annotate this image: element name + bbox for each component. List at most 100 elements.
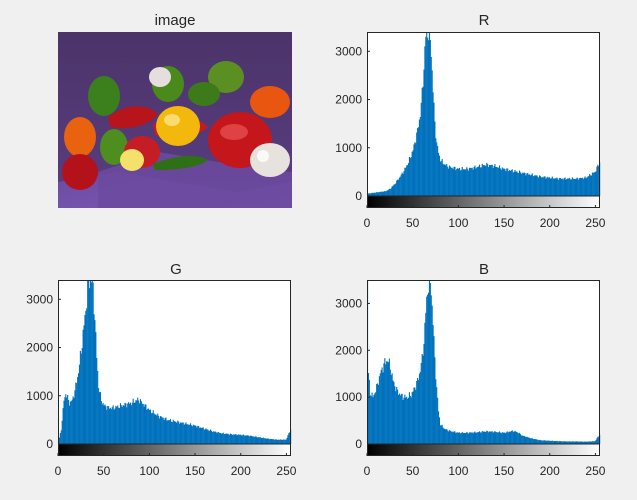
r-bar-25 bbox=[389, 189, 391, 196]
r-bar-2 bbox=[368, 193, 370, 196]
g-bar-162 bbox=[205, 428, 207, 444]
b-bar-198 bbox=[547, 440, 549, 444]
b-bar-159 bbox=[511, 430, 513, 444]
b-bar-168 bbox=[519, 434, 522, 444]
r-bar-31 bbox=[395, 183, 397, 196]
g-bar-2 bbox=[59, 433, 61, 444]
r-bar-53 bbox=[415, 143, 417, 196]
g-bar-198 bbox=[238, 434, 240, 444]
g-bar-26 bbox=[81, 347, 83, 444]
r-bar-143 bbox=[497, 167, 499, 196]
r-bar-224 bbox=[570, 179, 572, 196]
b-bar-59 bbox=[420, 362, 422, 444]
r-bar-222 bbox=[569, 177, 571, 196]
b-bar-6 bbox=[372, 397, 374, 444]
r-bar-232 bbox=[578, 179, 580, 196]
b-bar-209 bbox=[557, 441, 559, 444]
b-bar-50 bbox=[412, 391, 414, 444]
b-bar-200 bbox=[549, 440, 551, 444]
g-bar-20 bbox=[76, 383, 78, 444]
r-bar-204 bbox=[552, 178, 554, 196]
r-bar-189 bbox=[539, 175, 541, 196]
b-bar-104 bbox=[461, 431, 463, 444]
g-bar-50 bbox=[103, 405, 105, 444]
g-bar-163 bbox=[206, 429, 208, 444]
g-bar-130 bbox=[176, 422, 178, 444]
b-bar-120 bbox=[476, 432, 478, 444]
r-bar-254 bbox=[598, 166, 600, 196]
b-bar-35 bbox=[398, 393, 400, 444]
g-bar-240 bbox=[276, 439, 278, 444]
g-bar-71 bbox=[122, 405, 124, 444]
r-bar-227 bbox=[573, 179, 575, 196]
b-bar-58 bbox=[419, 371, 421, 444]
r-bar-252 bbox=[596, 166, 598, 196]
b-bar-23 bbox=[387, 362, 390, 444]
b-bar-154 bbox=[507, 431, 509, 444]
r-bar-238 bbox=[583, 177, 585, 196]
g-bar-90 bbox=[139, 399, 142, 444]
g-bar-69 bbox=[120, 405, 122, 444]
g-bar-247 bbox=[282, 439, 284, 444]
r-bar-107 bbox=[464, 169, 466, 196]
r-bar-45 bbox=[407, 163, 410, 196]
g-bar-253 bbox=[288, 433, 290, 444]
b-bar-14 bbox=[379, 373, 381, 444]
g-bar-252 bbox=[287, 435, 289, 444]
g-bar-200 bbox=[240, 434, 242, 444]
b-bar-110 bbox=[467, 432, 469, 444]
r-bar-147 bbox=[500, 169, 502, 196]
r-ytick-label: 1000 bbox=[335, 141, 362, 155]
image-panel-title: image bbox=[154, 12, 196, 29]
b-bar-63 bbox=[424, 322, 426, 444]
g-bar-125 bbox=[171, 422, 173, 444]
b-bar-79 bbox=[438, 417, 441, 444]
g-bar-213 bbox=[251, 436, 253, 444]
r-bar-244 bbox=[589, 174, 591, 196]
r-bar-154 bbox=[507, 168, 509, 196]
r-bar-59 bbox=[420, 102, 422, 196]
g-bar-202 bbox=[241, 435, 243, 444]
g-axes-box bbox=[58, 280, 291, 456]
g-bar-190 bbox=[230, 434, 233, 444]
b-panel-title: B bbox=[478, 261, 489, 278]
b-bar-131 bbox=[486, 430, 488, 444]
r-bar-115 bbox=[471, 167, 473, 196]
r-bar-92 bbox=[450, 167, 452, 196]
b-bar-89 bbox=[448, 431, 450, 444]
b-bar-32 bbox=[396, 386, 398, 444]
b-bar-17 bbox=[382, 372, 384, 444]
g-bar-214 bbox=[252, 436, 254, 444]
b-bar-97 bbox=[455, 432, 457, 444]
g-xtick-label: 100 bbox=[139, 464, 159, 478]
g-bar-36 bbox=[90, 282, 92, 444]
g-bar-197 bbox=[237, 434, 239, 444]
g-bar-91 bbox=[140, 401, 142, 444]
r-bar-233 bbox=[579, 178, 581, 196]
r-bar-124 bbox=[479, 167, 481, 196]
b-bar-92 bbox=[450, 431, 452, 444]
g-bar-12 bbox=[68, 405, 71, 444]
g-bar-251 bbox=[286, 437, 288, 444]
r-bar-108 bbox=[465, 169, 467, 196]
b-bar-114 bbox=[470, 432, 472, 444]
b-bar-83 bbox=[442, 427, 444, 444]
b-bar-146 bbox=[499, 432, 501, 444]
r-bar-73 bbox=[433, 102, 435, 196]
r-bar-164 bbox=[516, 171, 518, 196]
b-bar-43 bbox=[406, 396, 408, 444]
g-bar-146 bbox=[190, 425, 192, 444]
r-bar-199 bbox=[548, 177, 550, 196]
b-bar-253 bbox=[597, 436, 599, 444]
g-bar-87 bbox=[137, 397, 139, 444]
g-bar-239 bbox=[275, 439, 277, 444]
b-bar-244 bbox=[589, 441, 591, 444]
b-bar-248 bbox=[592, 441, 594, 444]
g-bar-241 bbox=[277, 439, 279, 444]
b-bar-246 bbox=[590, 441, 593, 444]
b-bar-115 bbox=[471, 432, 473, 444]
r-bar-213 bbox=[560, 178, 562, 196]
g-bar-86 bbox=[136, 400, 138, 444]
g-bar-151 bbox=[195, 426, 197, 444]
b-bar-221 bbox=[568, 441, 570, 444]
